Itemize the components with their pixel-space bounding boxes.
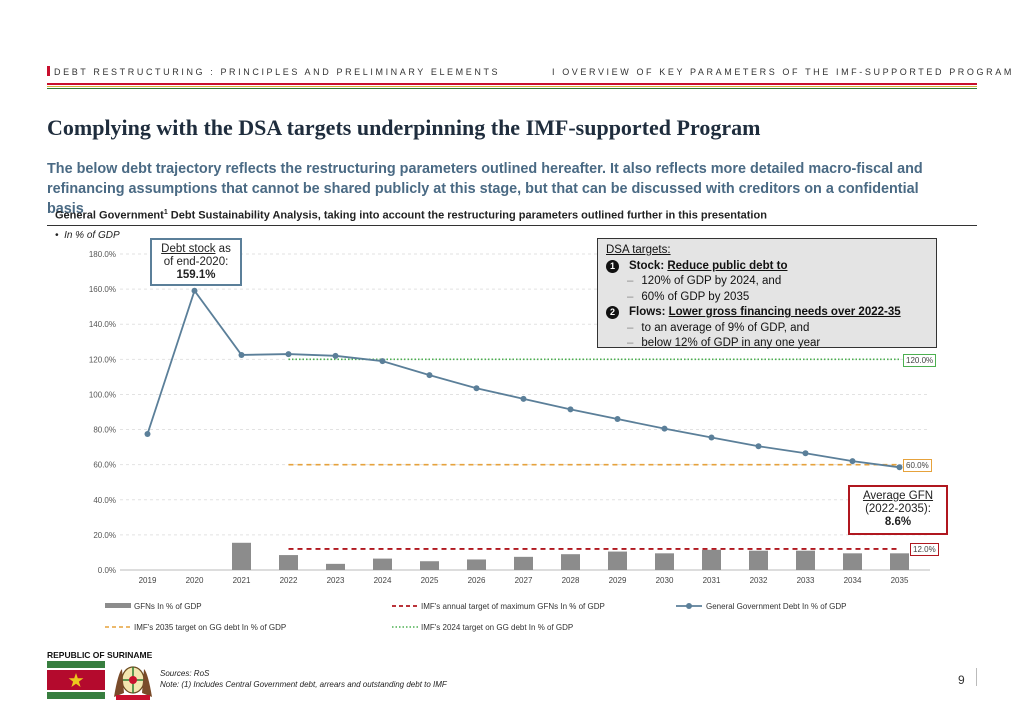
y-tick-label: 180.0% (89, 250, 116, 259)
gfn-bar (890, 553, 909, 570)
legend-gfn-swatch (105, 603, 131, 608)
x-tick-label: 2027 (515, 576, 533, 585)
chart-title-rule (47, 225, 977, 226)
gfn-bar (608, 551, 627, 570)
page-number: 9 (958, 673, 965, 687)
gfn-bar (655, 553, 674, 570)
x-tick-label: 2031 (703, 576, 721, 585)
debt-point (614, 416, 621, 423)
gfn-bar (373, 558, 392, 570)
debt-point (567, 406, 574, 413)
header-section-right: I OVERVIEW OF KEY PARAMETERS OF THE IMF-… (552, 67, 1014, 77)
x-axis-ticks: 2019 2020 2021 2022 2023 2024 2025 2026 2027 2028… (139, 576, 909, 585)
y-tick-label: 20.0% (93, 531, 116, 540)
x-tick-label: 2020 (186, 576, 204, 585)
y-tick-label: 140.0% (89, 320, 116, 329)
debt-point (755, 443, 762, 450)
label-60: 60.0% (903, 459, 932, 472)
debt-point (332, 352, 339, 359)
gfn-bar (279, 555, 298, 570)
debt-point (802, 450, 809, 457)
debt-point (238, 351, 245, 358)
header-section-left: DEBT RESTRUCTURING : PRINCIPLES AND PREL… (54, 67, 501, 77)
gfn-bar (420, 561, 439, 570)
gfn-bar (514, 556, 533, 570)
gfn-bar (326, 563, 345, 570)
legend-gfn-label: GFNs In % of GDP (134, 602, 202, 611)
debt-point (473, 385, 480, 392)
debt-point (426, 372, 433, 379)
suriname-flag-icon (47, 661, 105, 699)
x-tick-label: 2028 (562, 576, 580, 585)
y-axis-ticks: 0.0% 20.0% 40.0% 60.0% 80.0% 100.0% 120.0% 140.… (89, 250, 116, 575)
country-name: REPUBLIC OF SURINAME (47, 650, 153, 660)
y-tick-label: 0.0% (98, 566, 116, 575)
y-tick-label: 160.0% (89, 285, 116, 294)
header-accent-mark (47, 66, 50, 76)
y-tick-label: 80.0% (93, 426, 116, 435)
x-tick-label: 2033 (797, 576, 815, 585)
page-title: Complying with the DSA targets underpinn… (47, 115, 761, 140)
x-tick-label: 2025 (421, 576, 439, 585)
legend-ggdebt-marker (686, 603, 692, 609)
label-12: 12.0% (910, 543, 939, 556)
x-tick-label: 2030 (656, 576, 674, 585)
gfn-bar (749, 550, 768, 570)
reference-lines (288, 358, 900, 550)
x-tick-label: 2029 (609, 576, 627, 585)
gfn-bar (796, 550, 815, 570)
gfn-bars (232, 542, 909, 570)
debt-point (708, 434, 715, 441)
chart-legend: GFNs In % of GDP IMF's annual target of m… (105, 602, 847, 632)
debt-stock-callout: Debt stock as of end-2020: 159.1% (150, 238, 242, 286)
targets-heading: DSA targets: (606, 244, 671, 256)
debt-point (661, 425, 668, 432)
x-tick-label: 2026 (468, 576, 486, 585)
debt-point (191, 287, 198, 294)
header-rule-red (47, 83, 977, 85)
y-tick-label: 100.0% (89, 390, 116, 399)
debt-point (379, 358, 386, 365)
y-tick-label: 60.0% (93, 461, 116, 470)
x-tick-label: 2032 (750, 576, 768, 585)
page-number-divider (976, 668, 977, 686)
x-tick-label: 2021 (233, 576, 251, 585)
header-rule-gold (47, 86, 977, 87)
debt-point (144, 430, 151, 437)
gfn-bar (232, 542, 251, 570)
chart-title: General Government1 Debt Sustainability … (55, 209, 767, 222)
number-2-icon: 2 (606, 306, 619, 320)
gfn-bar (702, 549, 721, 570)
gfn-bar (843, 553, 862, 570)
y-tick-label: 120.0% (89, 355, 116, 364)
x-tick-label: 2024 (374, 576, 392, 585)
number-1-icon: 1 (606, 259, 619, 273)
unit-note: • In % of GDP (55, 230, 120, 241)
legend-imf-gfn-label: IMF's annual target of maximum GFNs In %… (421, 602, 605, 611)
legend-2024-label: IMF's 2024 target on GG debt In % of GDP (421, 623, 573, 632)
page-subtitle: The below debt trajectory reflects the r… (47, 161, 923, 217)
debt-line-series (144, 287, 903, 471)
debt-point (849, 458, 856, 465)
debt-point (520, 395, 527, 402)
gfn-bar (467, 559, 486, 570)
legend-2035-label: IMF's 2035 target on GG debt In % of GDP (134, 623, 286, 632)
average-gfn-callout: Average GFN (2022-2035): 8.6% (848, 485, 948, 535)
x-tick-label: 2022 (280, 576, 298, 585)
x-tick-label: 2035 (891, 576, 909, 585)
debt-point (285, 351, 292, 358)
y-tick-label: 40.0% (93, 496, 116, 505)
label-120: 120.0% (903, 354, 937, 367)
legend-ggdebt-label: General Government Debt In % of GDP (706, 602, 847, 611)
debt-point (896, 464, 903, 471)
x-tick-label: 2034 (844, 576, 862, 585)
x-tick-label: 2023 (327, 576, 345, 585)
header-rule-green (47, 88, 977, 89)
x-tick-label: 2019 (139, 576, 157, 585)
gfn-bar (561, 554, 580, 570)
sources-note: Sources: RoS Note: (1) Includes Central … (160, 669, 447, 689)
dsa-targets-box: DSA targets: 1 Stock: Reduce public debt … (597, 238, 937, 349)
coat-of-arms-icon (114, 666, 152, 700)
